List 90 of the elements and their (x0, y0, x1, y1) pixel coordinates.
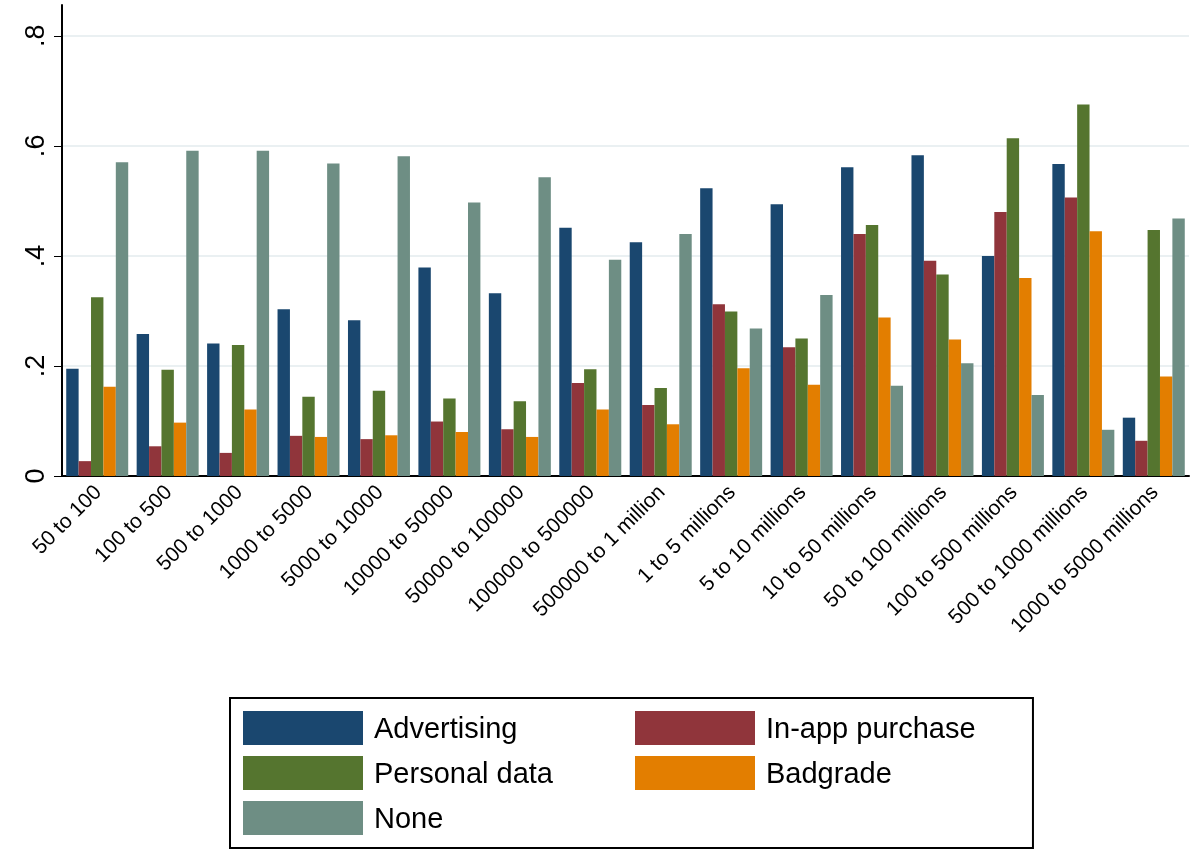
bar (443, 398, 456, 476)
bar (468, 202, 481, 476)
bar (795, 338, 808, 476)
legend-label: Personal data (374, 757, 554, 789)
y-tick-label: .2 (19, 354, 50, 378)
bar (666, 424, 680, 476)
bar (737, 368, 750, 476)
bar (385, 435, 398, 476)
bar (749, 328, 763, 476)
bar (712, 304, 725, 476)
bar (642, 405, 655, 476)
bar (936, 274, 949, 476)
bar (923, 260, 937, 476)
bar (66, 368, 79, 476)
bar (1064, 197, 1078, 476)
bar (571, 383, 585, 476)
bar (679, 233, 692, 476)
bar (418, 267, 431, 476)
bar (430, 421, 444, 476)
bar (559, 227, 572, 476)
bar (289, 435, 303, 476)
bar (277, 309, 290, 476)
bar (948, 339, 962, 476)
bar (78, 461, 92, 476)
bar (207, 343, 220, 476)
bar (360, 439, 373, 476)
bar (513, 401, 527, 476)
bar (219, 452, 232, 476)
bar (865, 225, 879, 476)
bar (397, 156, 410, 476)
bar (807, 384, 821, 476)
bar (186, 150, 199, 476)
bar (770, 204, 783, 476)
bar (327, 163, 340, 476)
bar (231, 345, 245, 476)
bar (455, 431, 468, 476)
bar (654, 387, 667, 476)
bar (961, 363, 974, 476)
bar (173, 422, 187, 476)
bar (878, 317, 891, 476)
bar (700, 188, 713, 476)
y-tick-label: .4 (19, 244, 50, 268)
bar (256, 150, 270, 476)
bar (115, 162, 129, 476)
bar (488, 293, 502, 476)
bar (161, 369, 174, 476)
y-tick-label: 0 (19, 468, 50, 484)
bar (1135, 440, 1148, 476)
bar (584, 369, 597, 476)
bar (1052, 164, 1065, 476)
y-tick-label: .6 (19, 134, 50, 158)
bar (149, 446, 162, 476)
bar (1172, 218, 1185, 476)
bar (244, 409, 257, 476)
bar (347, 320, 361, 476)
bar (1101, 429, 1115, 476)
y-tick-label: .8 (19, 24, 50, 48)
legend-label: Badgrade (766, 757, 892, 789)
bar (91, 297, 104, 476)
bar (724, 311, 738, 476)
bar (526, 436, 539, 476)
bar (1031, 395, 1044, 476)
bar (314, 436, 328, 476)
bar (501, 429, 514, 476)
legend-label: Advertising (374, 712, 518, 744)
bar (783, 347, 796, 476)
bar (1089, 231, 1102, 476)
bar (103, 386, 116, 476)
bar (853, 233, 866, 476)
bar (1159, 376, 1173, 476)
bar (538, 177, 551, 476)
legend-label: None (374, 802, 444, 834)
bar (994, 211, 1007, 476)
bar (608, 259, 622, 476)
bar (1122, 417, 1136, 476)
bar (1019, 277, 1032, 476)
bar (981, 255, 995, 476)
bar (372, 390, 386, 476)
bar (1077, 104, 1090, 476)
bar (890, 385, 904, 476)
bar (820, 294, 833, 476)
bar (911, 155, 924, 476)
bar (136, 334, 150, 476)
bar (596, 409, 609, 476)
bar (1006, 138, 1020, 476)
legend-label: In-app purchase (766, 712, 976, 744)
bar (302, 396, 315, 476)
bar (629, 242, 643, 476)
bar (1147, 230, 1160, 476)
bar (841, 167, 854, 476)
